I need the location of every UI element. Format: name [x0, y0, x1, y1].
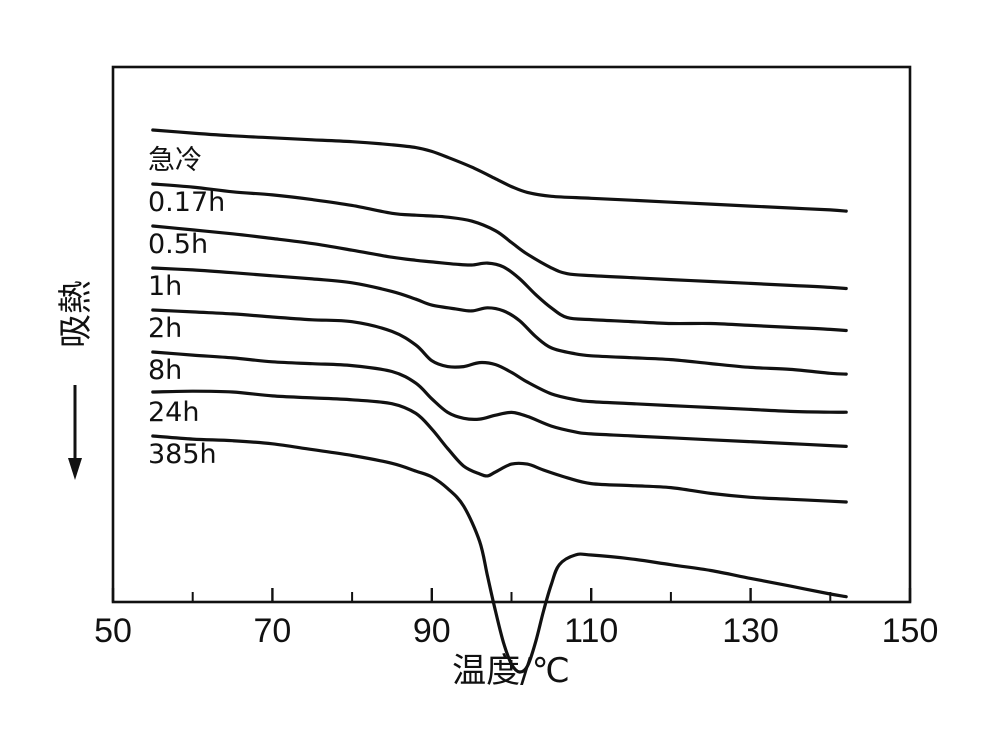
series-label: 24h [148, 397, 199, 428]
series-line [151, 434, 848, 674]
series-line [151, 350, 848, 448]
series-label: 385h [148, 439, 217, 470]
series-label: 1h [148, 271, 182, 302]
down-arrow-icon [68, 458, 82, 480]
series-label: 急冷 [148, 145, 202, 176]
series-line [151, 308, 848, 414]
x-tick-label: 50 [94, 612, 132, 650]
x-tick-label: 110 [564, 612, 618, 650]
series-line [151, 389, 848, 504]
y-axis-indicator: 吸熱 [56, 280, 96, 480]
curves [151, 128, 848, 674]
x-tick-label: 70 [253, 612, 291, 650]
series-line [151, 266, 848, 376]
x-tick-label: 130 [722, 612, 779, 650]
series-label: 8h [148, 355, 182, 386]
series-label: 0.17h [148, 187, 225, 218]
series-labels: 急冷 0.17h 0.5h 1h 2h 8h 24h 385h [148, 145, 225, 470]
y-axis-title: 吸熱 [56, 280, 96, 348]
x-axis: 50 70 90 110 130 150 [94, 588, 938, 650]
series-line [151, 182, 848, 291]
x-axis-title: 温度/℃ [452, 651, 570, 691]
x-tick-label: 150 [882, 612, 939, 650]
series-label: 0.5h [148, 229, 208, 260]
plot-frame [111, 65, 912, 604]
series-line [151, 128, 848, 213]
x-tick-label: 90 [413, 612, 451, 650]
series-label: 2h [148, 313, 182, 344]
series-line [151, 224, 848, 333]
